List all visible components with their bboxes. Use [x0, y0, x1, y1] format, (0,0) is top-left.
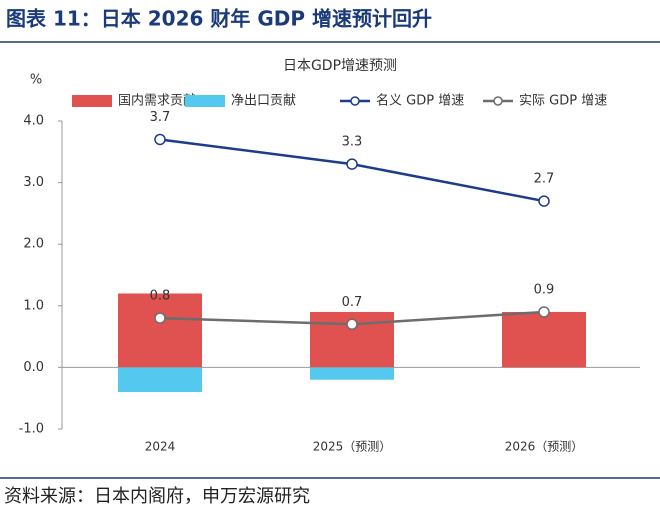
y-unit: %	[30, 73, 42, 88]
line-marker	[346, 158, 358, 170]
chart-title: 日本GDP增速预测	[283, 58, 397, 74]
page-title: 图表 11：日本 2026 财年 GDP 增速预计回升	[6, 7, 432, 31]
bar	[118, 293, 202, 368]
data-label: 2.7	[534, 172, 555, 187]
legend-label: 名义 GDP 增速	[376, 93, 464, 109]
x-tick-label: 2024	[145, 440, 176, 454]
bar	[310, 367, 394, 380]
legend-swatch	[185, 95, 225, 107]
line-marker	[154, 312, 166, 324]
y-tick-label: 2.0	[23, 237, 44, 252]
y-tick-label: 0.0	[23, 360, 44, 375]
x-tick-label: 2025（预测）	[313, 440, 392, 454]
data-label: 3.3	[342, 135, 363, 150]
data-label: 0.7	[342, 295, 363, 310]
line-marker	[154, 133, 166, 146]
legend-swatch	[72, 95, 112, 107]
y-tick-label: 3.0	[23, 175, 44, 190]
line-marker	[346, 318, 358, 331]
data-label: 0.8	[150, 289, 171, 304]
x-tick-label: 2026（预测）	[505, 440, 584, 454]
legend-label: 净出口贡献	[231, 94, 296, 109]
legend-label: 国内需求贡献	[118, 93, 196, 109]
source: 资料来源：日本内阁府，申万宏源研究	[4, 486, 310, 507]
legend-marker	[350, 96, 360, 106]
y-tick-label: -1.0	[19, 422, 44, 437]
legend-label: 实际 GDP 增速	[519, 94, 607, 109]
data-label: 3.7	[150, 110, 171, 125]
data-label: 0.9	[534, 282, 555, 297]
legend-marker	[493, 96, 503, 106]
line-marker	[538, 306, 550, 318]
y-tick-label: 4.0	[23, 114, 44, 129]
y-tick-label: 1.0	[23, 298, 44, 313]
bar	[502, 311, 586, 368]
bar	[118, 367, 202, 393]
line-marker	[538, 195, 550, 207]
